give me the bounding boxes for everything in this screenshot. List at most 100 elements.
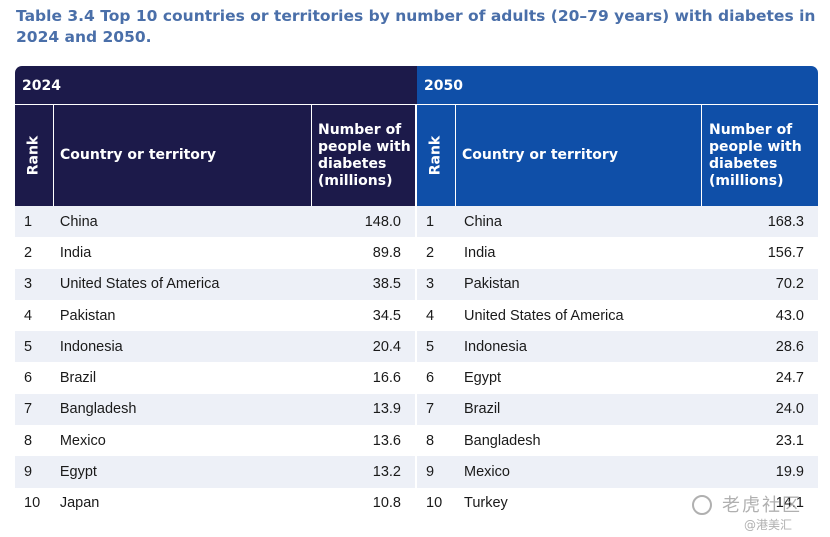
value-cell: 34.5: [372, 307, 401, 324]
rank-cell: 4: [426, 307, 435, 324]
table-row: 5 Indonesia 28.6: [417, 331, 818, 363]
value-cell: 43.0: [775, 307, 804, 324]
rank-cell: 9: [426, 464, 435, 481]
rank-cell: 4: [24, 307, 33, 324]
rank-cell: 7: [426, 401, 435, 418]
rank-cell: 2: [426, 244, 435, 261]
number-header: Number of people with diabetes (millions…: [311, 104, 417, 206]
table-row: 4 Pakistan 34.5: [15, 299, 417, 332]
country-cell: India: [59, 244, 92, 261]
value-cell: 13.6: [372, 432, 401, 449]
country-cell: Brazil: [464, 401, 501, 418]
watermark-bottom-text: @港美汇: [744, 518, 793, 532]
country-cell: Egypt: [464, 370, 502, 387]
watermark-top-text: 老虎社区: [722, 495, 802, 516]
country-cell: India: [464, 244, 496, 261]
rank-cell: 10: [24, 495, 41, 512]
diabetes-table: 2024 Rank Country or territory Number of…: [15, 66, 818, 521]
rows-2024: 1 China 148.0 2 India 89.8 3 United States of A…: [15, 206, 417, 519]
rank-cell: 2: [24, 244, 33, 261]
rank-cell: 6: [426, 370, 435, 387]
rank-cell: 5: [426, 338, 435, 355]
country-header: Country or territory: [455, 104, 701, 206]
country-header: Country or territory: [53, 104, 311, 206]
country-cell: Japan: [59, 495, 100, 512]
table-row: 7 Bangladesh 13.9: [15, 393, 417, 426]
column-headers-2050: Rank Country or territory Number of peop…: [417, 104, 818, 206]
table-row: 8 Bangladesh 23.1: [417, 425, 818, 457]
rank-header: Rank: [417, 104, 455, 206]
country-cell: Turkey: [464, 495, 508, 512]
country-cell: Indonesia: [59, 338, 123, 355]
country-cell: Pakistan: [464, 276, 520, 293]
value-cell: 38.5: [372, 276, 401, 293]
rank-cell: 9: [24, 464, 33, 481]
table-2024: 2024 Rank Country or territory Number of…: [15, 66, 417, 521]
country-cell: Brazil: [59, 370, 97, 387]
value-cell: 14.1: [775, 495, 804, 512]
table-row: 6 Egypt 24.7: [417, 362, 818, 394]
country-cell: Egypt: [59, 464, 97, 481]
value-cell: 24.7: [775, 370, 804, 387]
value-cell: 20.4: [372, 338, 401, 355]
table-row: 4 United States of America 43.0: [417, 299, 818, 332]
value-cell: 13.9: [372, 401, 401, 418]
value-cell: 168.3: [767, 213, 804, 230]
rank-cell: 3: [426, 276, 435, 293]
watermark-logo-icon: [692, 495, 712, 515]
table-row: 1 China 148.0: [15, 206, 417, 238]
table-row: 2 India 89.8: [15, 237, 417, 269]
year-header-2024: 2024: [15, 66, 417, 104]
rank-cell: 3: [24, 276, 33, 293]
table-row: 1 China 168.3: [417, 206, 818, 238]
table-row: 3 United States of America 38.5: [15, 268, 417, 300]
country-cell: Bangladesh: [464, 432, 541, 449]
rank-cell: 1: [24, 213, 33, 230]
rank-cell: 7: [24, 401, 33, 418]
rank-header: Rank: [15, 104, 53, 206]
table-row: 7 Brazil 24.0: [417, 393, 818, 426]
country-cell: United States of America: [464, 307, 624, 324]
year-header-2050: 2050: [417, 66, 818, 104]
rank-cell: 10: [426, 495, 443, 512]
country-cell: Mexico: [59, 432, 106, 449]
table-title: Table 3.4 Top 10 countries or territorie…: [16, 7, 816, 46]
table-row: 6 Brazil 16.6: [15, 362, 417, 394]
table-2050: 2050 Rank Country or territory Number of…: [417, 66, 818, 521]
table-row: 3 Pakistan 70.2: [417, 268, 818, 300]
rank-cell: 8: [24, 432, 33, 449]
value-cell: 23.1: [775, 432, 804, 449]
value-cell: 70.2: [775, 276, 804, 293]
country-cell: Bangladesh: [59, 401, 137, 418]
table-row: 9 Egypt 13.2: [15, 456, 417, 488]
value-cell: 16.6: [372, 370, 401, 387]
number-header: Number of people with diabetes (millions…: [701, 104, 818, 206]
table-row: 8 Mexico 13.6: [15, 425, 417, 457]
column-headers-2024: Rank Country or territory Number of peop…: [15, 104, 417, 206]
country-cell: China: [59, 213, 98, 230]
rows-2050: 1 China 168.3 2 India 156.7 3 Pakistan 70.2 4 Unit…: [417, 206, 818, 519]
value-cell: 13.2: [372, 464, 401, 481]
country-cell: Indonesia: [464, 338, 527, 355]
country-cell: United States of America: [59, 276, 220, 293]
value-cell: 148.0: [364, 213, 401, 230]
rank-cell: 1: [426, 213, 435, 230]
value-cell: 10.8: [372, 495, 401, 512]
watermark: 老虎社区 @港美汇: [692, 489, 822, 532]
table-row: 5 Indonesia 20.4: [15, 331, 417, 363]
table-row: 10 Turkey 14.1: [417, 487, 818, 519]
value-cell: 24.0: [775, 401, 804, 418]
country-cell: Pakistan: [59, 307, 116, 324]
rank-cell: 8: [426, 432, 435, 449]
table-row: 10 Japan 10.8: [15, 487, 417, 519]
country-cell: China: [464, 213, 502, 230]
value-cell: 19.9: [775, 464, 804, 481]
table-row: 2 India 156.7: [417, 237, 818, 269]
value-cell: 156.7: [767, 244, 804, 261]
table-row: 9 Mexico 19.9: [417, 456, 818, 488]
value-cell: 89.8: [372, 244, 401, 261]
country-cell: Mexico: [464, 464, 510, 481]
rank-cell: 5: [24, 338, 33, 355]
rank-cell: 6: [24, 370, 33, 387]
value-cell: 28.6: [775, 338, 804, 355]
